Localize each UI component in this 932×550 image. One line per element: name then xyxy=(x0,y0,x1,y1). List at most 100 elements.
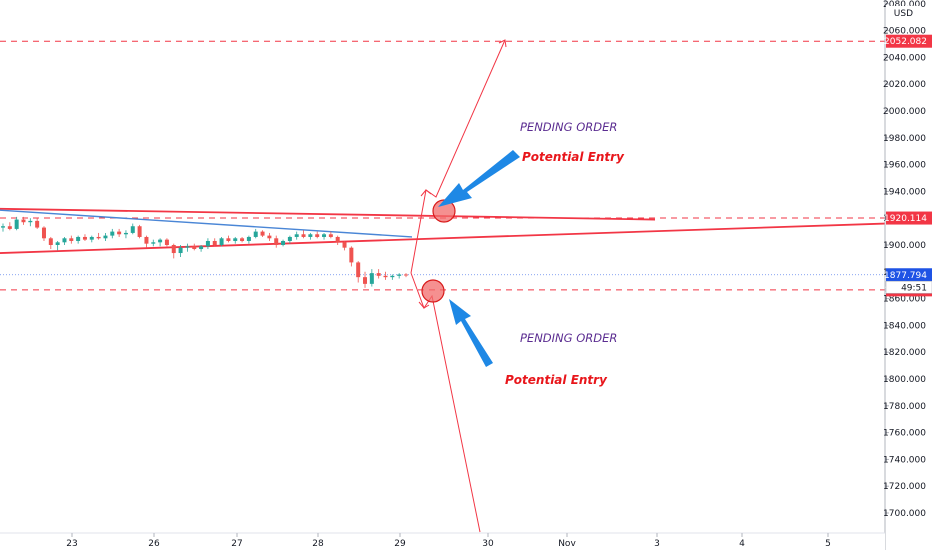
candle xyxy=(287,235,292,244)
candle-body xyxy=(274,238,279,245)
price-axis[interactable]: 2080.000 2060.000 2040.000 2020.000 2000.000… xyxy=(883,0,932,550)
candle xyxy=(178,245,183,258)
price-tick-label: 1720.000 xyxy=(883,482,926,492)
candle-body xyxy=(96,236,101,239)
candle xyxy=(103,232,108,241)
currency-label: USD xyxy=(894,9,913,19)
bullish-end-arrowhead xyxy=(498,39,507,48)
candle-body xyxy=(349,247,354,263)
candle xyxy=(82,234,87,241)
trendlines[interactable] xyxy=(0,207,886,254)
price-tick-label: 1840.000 xyxy=(883,321,926,331)
price-tick-label: 1780.000 xyxy=(883,402,926,412)
candle xyxy=(356,261,361,283)
candle-body xyxy=(89,236,94,240)
price-level-tag xyxy=(886,34,932,48)
price-tick-label: 1860.000 xyxy=(883,295,926,305)
candle xyxy=(48,236,53,250)
candle-body xyxy=(356,262,361,278)
price-level-tag xyxy=(886,211,932,225)
candle-body xyxy=(117,231,122,235)
last-price-tag-label: 1877.794 xyxy=(884,271,927,281)
price-tick-label: 2060.000 xyxy=(883,27,926,37)
candle-body xyxy=(226,238,231,241)
candle xyxy=(376,269,381,279)
candle-body xyxy=(342,242,347,248)
candle xyxy=(369,269,374,287)
candle-body xyxy=(7,226,12,229)
candle xyxy=(7,222,12,231)
last-price-tag xyxy=(886,268,932,282)
time-tick-label: 3 xyxy=(654,539,660,549)
bullish-arrowhead xyxy=(420,189,432,197)
candle-body xyxy=(322,234,327,237)
candle xyxy=(219,236,224,247)
candle-body xyxy=(205,240,210,247)
time-axis-ticks: 23 26 27 28 29 30 Nov 3 4 5 xyxy=(66,533,831,549)
candle-body xyxy=(253,231,258,237)
candle xyxy=(137,224,142,239)
candle xyxy=(294,231,299,240)
candle-body xyxy=(294,234,299,237)
price-tick-label: 1900.000 xyxy=(883,241,926,251)
time-tick-label: 30 xyxy=(482,539,494,549)
time-tick-label: Nov xyxy=(558,539,576,549)
candle xyxy=(21,216,26,225)
candle xyxy=(267,232,272,241)
candle xyxy=(233,236,238,244)
time-axis-background xyxy=(0,533,885,550)
price-level-tag-label: 1920.114 xyxy=(884,214,927,224)
candle-body xyxy=(260,231,265,236)
candle xyxy=(28,218,33,227)
candle xyxy=(274,235,279,248)
trendline-descending-line[interactable] xyxy=(0,209,413,238)
bearish-arrowhead xyxy=(418,301,430,309)
pending-order-upper-label: PENDING ORDER xyxy=(520,120,617,134)
candle xyxy=(130,223,135,235)
candle-body xyxy=(178,247,183,254)
candle-body xyxy=(246,236,251,241)
candle-body xyxy=(301,234,306,237)
candle-body xyxy=(14,219,19,229)
candle-body xyxy=(55,242,60,245)
candle xyxy=(151,239,156,247)
candle xyxy=(164,238,169,247)
upper-entry-marker[interactable] xyxy=(432,199,456,223)
countdown-tag xyxy=(885,280,932,294)
time-axis[interactable]: 23 26 27 28 29 30 Nov 3 4 5 xyxy=(0,532,885,550)
candle-body xyxy=(369,273,374,284)
projections[interactable] xyxy=(410,39,507,533)
candle xyxy=(342,240,347,251)
trendline-upper-resistance[interactable] xyxy=(0,207,656,221)
candle xyxy=(349,246,354,267)
upper-entry-circle[interactable] xyxy=(432,199,456,223)
candle-body xyxy=(267,235,272,239)
candle-body xyxy=(76,236,81,241)
candle xyxy=(260,230,265,237)
candle-body xyxy=(41,227,46,239)
time-tick-label: 4 xyxy=(739,539,745,549)
pending-order-lower-label: PENDING ORDER xyxy=(520,331,617,345)
bearish-path[interactable] xyxy=(410,272,481,533)
candle-body xyxy=(48,238,53,245)
price-tick-label: 1760.000 xyxy=(883,429,926,439)
price-tick-label: 1820.000 xyxy=(883,348,926,358)
candle-body xyxy=(123,232,128,235)
candle xyxy=(253,228,258,239)
candle xyxy=(390,274,395,280)
lower-entry-marker[interactable] xyxy=(421,279,445,303)
price-tick-label: 1980.000 xyxy=(883,134,926,144)
candle xyxy=(76,235,81,244)
candle-body xyxy=(212,240,217,245)
candle xyxy=(14,216,19,231)
time-tick-label: 23 xyxy=(66,539,77,549)
candle-body xyxy=(315,234,320,237)
candle xyxy=(212,238,217,247)
candle xyxy=(35,218,40,229)
candle xyxy=(89,235,94,243)
lower-entry-circle[interactable] xyxy=(421,279,445,303)
potential-entry-upper-label: Potential Entry xyxy=(522,150,625,164)
candle-body xyxy=(281,240,286,245)
trendline-lower-support[interactable] xyxy=(0,222,886,254)
